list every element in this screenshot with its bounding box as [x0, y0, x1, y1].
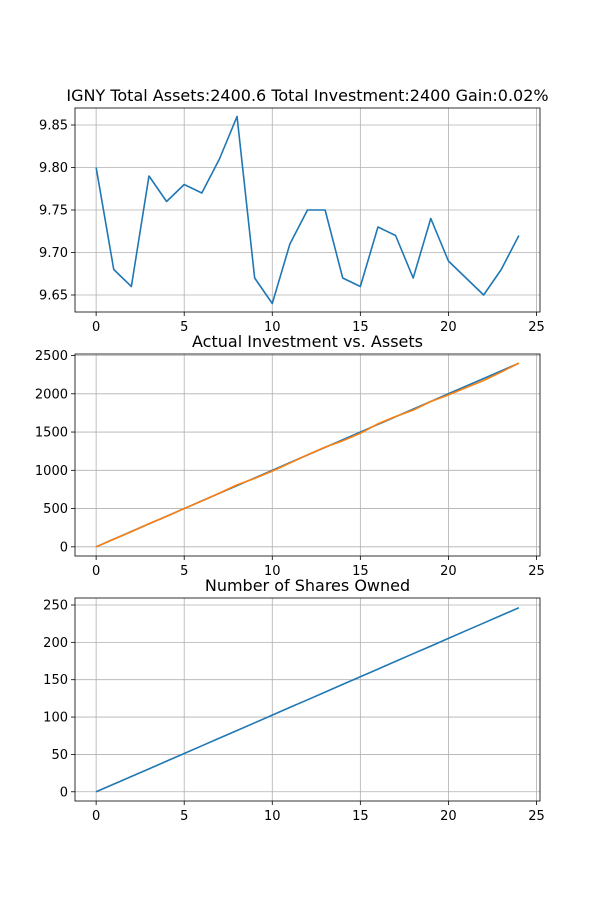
- y-tick-label: 9.85: [39, 119, 68, 134]
- series-line-1: [95, 115, 520, 305]
- y-tick-label: 1500: [35, 426, 68, 441]
- y-tick-label: 200: [43, 636, 68, 651]
- axes-frame: [74, 597, 541, 802]
- x-tick-label: 5: [180, 564, 188, 579]
- series-line-1: [95, 607, 520, 793]
- x-tick-label: 5: [180, 320, 188, 335]
- y-tick-label: 2500: [35, 349, 68, 364]
- x-tick-label: 10: [264, 809, 281, 824]
- x-tick-label: 0: [92, 320, 100, 335]
- y-tick-label: 9.75: [39, 204, 68, 219]
- axes-frame: [74, 107, 541, 313]
- y-tick-label: 50: [51, 748, 68, 763]
- subplot-asset-price: IGNY Total Assets:2400.6 Total Investmen…: [39, 86, 549, 335]
- x-tick-label: 15: [352, 564, 369, 579]
- subplot-shares-owned: Number of Shares Owned 0 5 10 15 20 250501001…: [43, 576, 545, 824]
- ticks: 0 5 10 15 20 25 9.65 9.70 9.75 9.80 9.85: [39, 119, 545, 336]
- y-tick-label: 0: [60, 785, 68, 800]
- x-tick-label: 25: [528, 320, 545, 335]
- y-tick-label: 2000: [35, 387, 68, 402]
- x-tick-label: 15: [352, 320, 369, 335]
- y-tick-label: 9.70: [39, 246, 68, 261]
- x-tick-label: 20: [440, 809, 457, 824]
- x-tick-label: 5: [180, 809, 188, 824]
- series-line-2: [95, 362, 520, 548]
- x-tick-label: 25: [528, 809, 545, 824]
- y-tick-label: 9.65: [39, 289, 68, 304]
- y-tick-label: 150: [43, 673, 68, 688]
- x-tick-label: 20: [440, 320, 457, 335]
- x-tick-label: 15: [352, 809, 369, 824]
- y-tick-label: 500: [43, 502, 68, 517]
- y-tick-label: 1000: [35, 464, 68, 479]
- x-tick-label: 0: [92, 564, 100, 579]
- y-tick-label: 100: [43, 711, 68, 726]
- y-tick-label: 9.80: [39, 161, 68, 176]
- y-tick-label: 250: [43, 598, 68, 613]
- subplot-investment-vs-assets: Actual Investment vs. Assets 0 5 10 15 20 250…: [35, 332, 545, 579]
- x-tick-label: 10: [264, 320, 281, 335]
- subplot-title: Number of Shares Owned: [205, 576, 410, 595]
- axes-frame: [74, 353, 541, 557]
- x-tick-label: 20: [440, 564, 457, 579]
- ticks: 0 5 10 15 20 25 0 500 1000 1500 2000 2500: [35, 349, 545, 579]
- x-tick-label: 10: [264, 564, 281, 579]
- y-tick-label: 0: [60, 540, 68, 555]
- subplot-title: IGNY Total Assets:2400.6 Total Investmen…: [66, 86, 548, 105]
- grid: [75, 598, 540, 801]
- grid: [75, 354, 540, 556]
- subplot-title: Actual Investment vs. Assets: [192, 332, 423, 351]
- x-tick-label: 0: [92, 809, 100, 824]
- x-tick-label: 25: [528, 564, 545, 579]
